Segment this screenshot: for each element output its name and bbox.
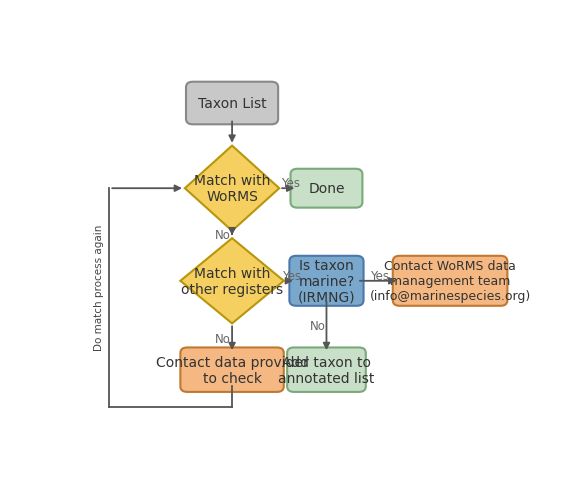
Text: Taxon List: Taxon List <box>198 97 266 111</box>
FancyBboxPatch shape <box>180 348 284 392</box>
Text: Yes: Yes <box>281 177 299 190</box>
Text: Contact data provider
to check: Contact data provider to check <box>155 355 309 385</box>
Text: No: No <box>215 228 231 241</box>
Text: Do match process again: Do match process again <box>93 224 104 350</box>
FancyBboxPatch shape <box>393 256 508 306</box>
Text: No: No <box>215 332 231 345</box>
FancyBboxPatch shape <box>186 83 278 125</box>
Text: Match with
other registers: Match with other registers <box>181 266 283 296</box>
Text: Add taxon to
annotated list: Add taxon to annotated list <box>278 355 375 385</box>
Text: Contact WoRMS data
management team
(info@marinespecies.org): Contact WoRMS data management team (info… <box>369 260 531 303</box>
FancyBboxPatch shape <box>287 348 366 392</box>
Text: Yes: Yes <box>369 269 389 282</box>
FancyBboxPatch shape <box>291 169 362 208</box>
Text: Done: Done <box>308 182 345 196</box>
FancyBboxPatch shape <box>289 256 364 306</box>
Text: No: No <box>310 320 325 333</box>
Text: Is taxon
marine?
(IRMNG): Is taxon marine? (IRMNG) <box>298 258 356 304</box>
Text: Match with
WoRMS: Match with WoRMS <box>194 174 270 204</box>
Polygon shape <box>185 146 280 231</box>
Polygon shape <box>180 239 284 324</box>
Text: Yes: Yes <box>282 269 301 282</box>
